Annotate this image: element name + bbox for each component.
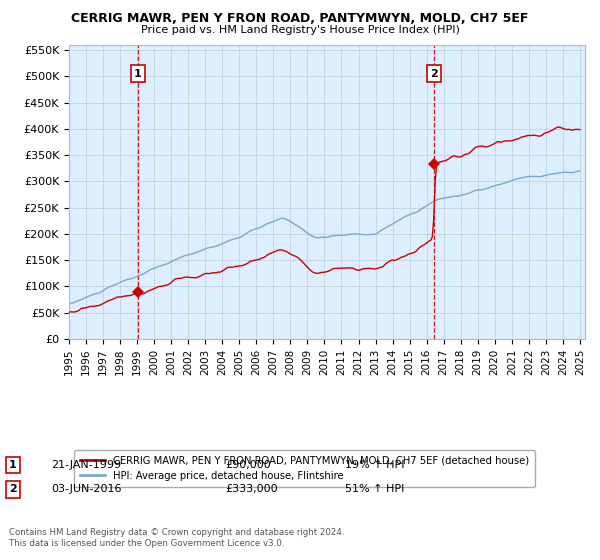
Text: 1: 1 xyxy=(134,69,142,78)
Text: 51% ↑ HPI: 51% ↑ HPI xyxy=(345,484,404,494)
Text: 19% ↑ HPI: 19% ↑ HPI xyxy=(345,460,404,470)
Text: 2: 2 xyxy=(9,484,17,494)
Text: 1: 1 xyxy=(9,460,17,470)
Text: £90,000: £90,000 xyxy=(225,460,271,470)
Legend: CERRIG MAWR, PEN Y FRON ROAD, PANTYMWYN, MOLD, CH7 5EF (detached house), HPI: Av: CERRIG MAWR, PEN Y FRON ROAD, PANTYMWYN,… xyxy=(74,450,535,487)
Text: 2: 2 xyxy=(430,69,437,78)
Text: Price paid vs. HM Land Registry's House Price Index (HPI): Price paid vs. HM Land Registry's House … xyxy=(140,25,460,35)
Text: CERRIG MAWR, PEN Y FRON ROAD, PANTYMWYN, MOLD, CH7 5EF: CERRIG MAWR, PEN Y FRON ROAD, PANTYMWYN,… xyxy=(71,12,529,25)
Text: 03-JUN-2016: 03-JUN-2016 xyxy=(51,484,121,494)
Text: Contains HM Land Registry data © Crown copyright and database right 2024.
This d: Contains HM Land Registry data © Crown c… xyxy=(9,528,344,548)
Text: 21-JAN-1999: 21-JAN-1999 xyxy=(51,460,121,470)
Text: £333,000: £333,000 xyxy=(225,484,278,494)
